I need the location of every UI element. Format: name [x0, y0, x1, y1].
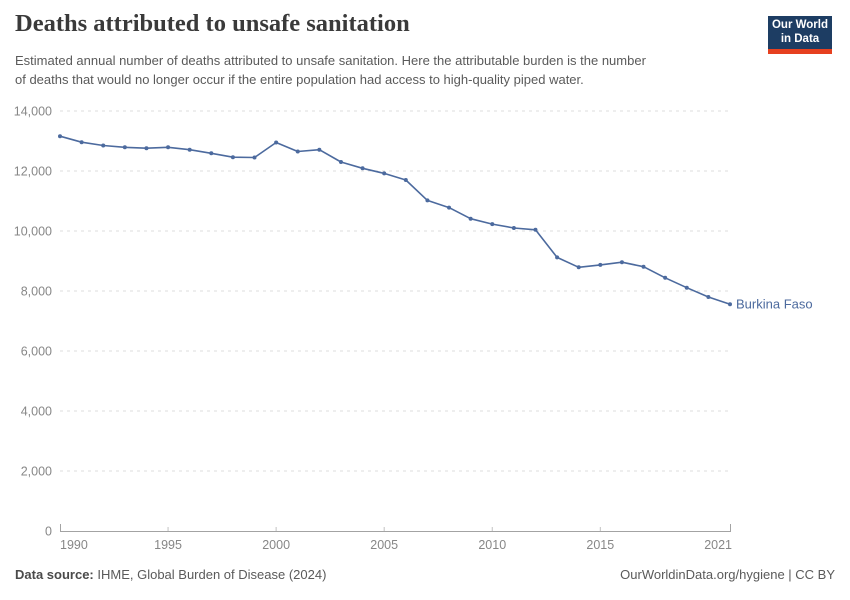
- data-point: [230, 155, 235, 160]
- data-point: [619, 260, 624, 265]
- y-tick-label: 0: [45, 525, 52, 539]
- data-point: [360, 166, 365, 171]
- data-point: [122, 145, 127, 150]
- data-source-label: Data source:: [15, 567, 94, 582]
- y-tick-label: 14,000: [14, 105, 52, 119]
- data-point: [187, 147, 192, 152]
- data-point: [425, 198, 430, 203]
- data-point: [58, 134, 62, 139]
- x-tick-label: 2015: [586, 538, 614, 552]
- logo-text-line2: in Data: [780, 32, 820, 45]
- data-point: [317, 147, 322, 152]
- data-point: [706, 295, 711, 299]
- page-title: Deaths attributed to unsafe sanitation: [15, 10, 410, 37]
- x-tick-label: 2021: [704, 538, 732, 552]
- data-point: [447, 205, 452, 210]
- data-point: [338, 160, 343, 164]
- data-point: [79, 140, 84, 145]
- y-tick-label: 6,000: [21, 345, 52, 359]
- data-point: [252, 155, 257, 160]
- x-tick-label: 1995: [154, 538, 182, 552]
- y-tick-label: 4,000: [21, 405, 52, 419]
- logo-text-line1: Our World: [771, 19, 828, 31]
- data-point: [533, 227, 538, 232]
- y-tick-label: 12,000: [14, 165, 52, 179]
- data-source-text: IHME, Global Burden of Disease (2024): [93, 567, 327, 582]
- x-tick-label: 2000: [262, 538, 290, 552]
- x-tick-label: 2005: [370, 538, 398, 552]
- data-source: Data source: IHME, Global Burden of Dise…: [15, 567, 326, 582]
- license-link: OurWorldinData.org/hygiene | CC BY: [620, 567, 835, 582]
- data-point: [511, 226, 516, 230]
- y-tick-label: 2,000: [21, 465, 52, 479]
- data-point: [274, 140, 279, 145]
- data-point: [403, 178, 408, 182]
- data-point: [101, 143, 106, 148]
- y-tick-label: 10,000: [14, 225, 52, 239]
- data-point: [728, 302, 732, 307]
- entity-label: Burkina Faso: [736, 297, 813, 312]
- data-point: [295, 149, 300, 154]
- data-point: [555, 255, 560, 260]
- data-point: [598, 262, 603, 267]
- data-point: [468, 216, 473, 221]
- data-point: [576, 265, 581, 270]
- data-point: [166, 145, 171, 150]
- owid-logo: Our World in Data: [768, 16, 832, 54]
- x-tick-label: 2010: [478, 538, 506, 552]
- x-tick-label: 1990: [60, 538, 88, 552]
- data-line: [59, 135, 731, 306]
- data-point: [490, 222, 495, 227]
- chart-footer: Data source: IHME, Global Burden of Dise…: [15, 567, 835, 582]
- data-point: [663, 275, 668, 280]
- data-point: [382, 171, 387, 176]
- data-point: [684, 285, 689, 290]
- data-point: [641, 264, 646, 269]
- y-tick-label: 8,000: [21, 285, 52, 299]
- chart-subtitle: Estimated annual number of deaths attrib…: [15, 52, 646, 89]
- logo-red-stripe: [768, 49, 832, 54]
- data-point: [144, 146, 149, 151]
- data-point: [209, 151, 214, 156]
- subtitle-line2: of deaths that would no longer occur if …: [15, 71, 584, 87]
- subtitle-line1: Estimated annual number of deaths attrib…: [15, 53, 646, 68]
